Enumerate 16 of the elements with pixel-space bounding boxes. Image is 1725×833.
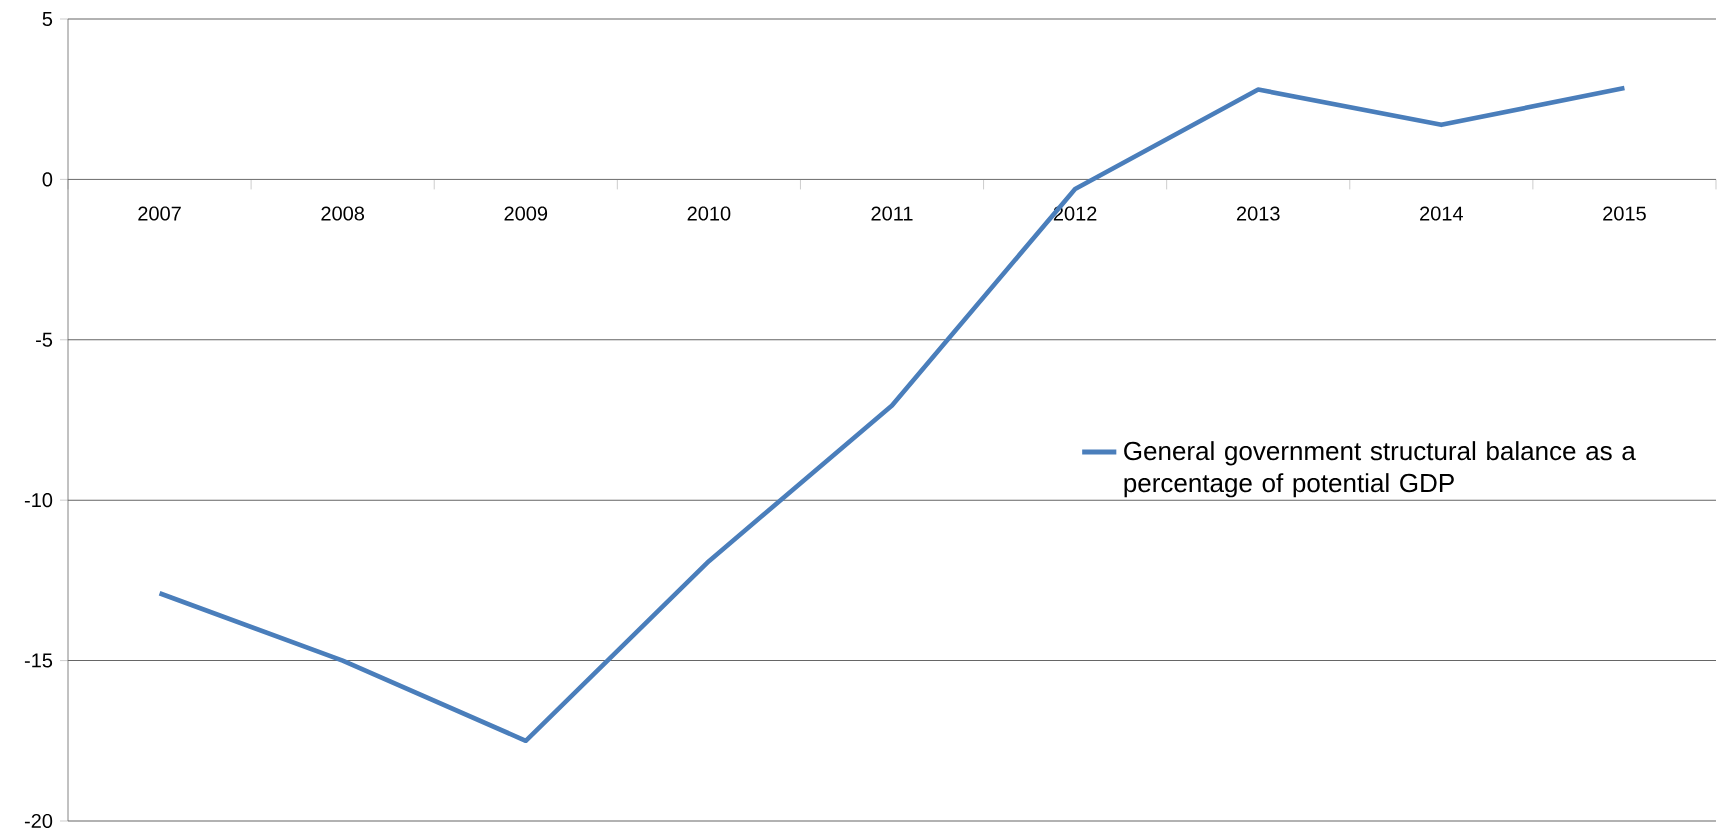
y-tick-label: -10 bbox=[24, 493, 53, 508]
x-tick-label: 2014 bbox=[1420, 206, 1463, 221]
legend-label: General government structural balance as a percentage of potential GDP bbox=[1124, 441, 1636, 498]
y-tick-label: -5 bbox=[36, 332, 53, 347]
x-tick-label: 2007 bbox=[138, 206, 181, 221]
x-tick-label: 2008 bbox=[321, 206, 365, 221]
x-tick-label: 2010 bbox=[687, 206, 731, 221]
x-tick-label: 2011 bbox=[871, 206, 913, 221]
y-tick-label: 0 bbox=[42, 172, 53, 187]
y-tick-label: -15 bbox=[24, 653, 53, 668]
x-tick-label: 2015 bbox=[1603, 206, 1646, 221]
x-tick-label: 2013 bbox=[1236, 206, 1280, 221]
x-tick-label: 2012 bbox=[1053, 206, 1097, 221]
y-tick-label: -20 bbox=[24, 813, 53, 829]
x-tick-label: 2009 bbox=[504, 206, 548, 221]
y-tick-label: 5 bbox=[42, 12, 53, 26]
